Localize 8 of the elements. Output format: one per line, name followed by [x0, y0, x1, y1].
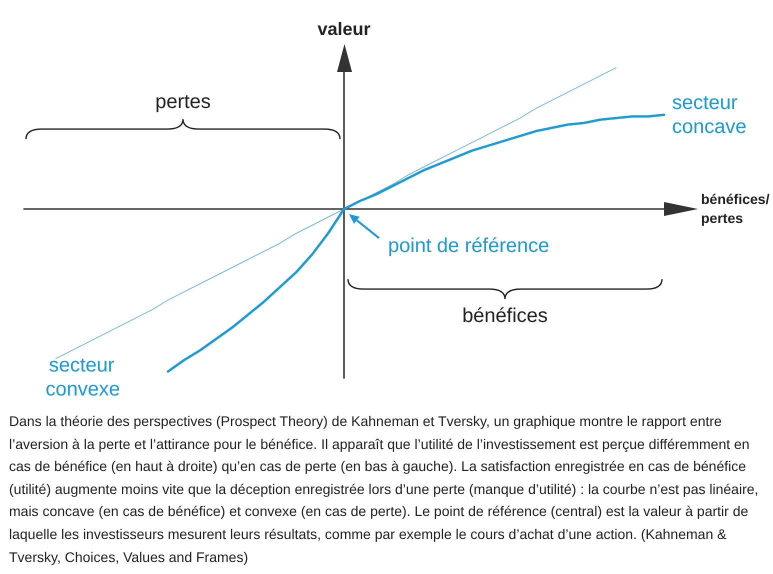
annotation: bénéfices — [462, 305, 548, 328]
y-axis-title: valeur — [317, 19, 371, 39]
x-axis-title: bénéfices/ pertes — [701, 190, 770, 228]
text: Dans la théorie des perspectives (Prospect Theory) de Kahneman et Tversky, un graphique montre le rapport entre l’aversion à la perte et l’attirance pour le bénéfice. Il apparaît que l’utilité de l’investissement est perçue différemment en cas de bénéfice (en haut à droite) qu’en cas de perte (en bas à gauche). La satisfaction enregistrée en cas de bénéfice (utilité) augmente moins vite que la déception enregistrée lors d’une perte (manque d’utilité) : la courbe n’est pas linéaire, mais concave (en cas de bénéfice) et convexe (en cas de perte). Le point de référence (central) est la valeur à partir de laquelle les investisseurs mesurent leurs résultats, comme par exemple le cours d’achat d’une action. (Kahneman & Tversky, Choices, Values and Frames) — [9, 412, 760, 567]
annotation: point de référence — [388, 235, 550, 258]
annotation: secteur convexe — [46, 354, 120, 401]
text: secteur concave — [672, 92, 746, 138]
annotation: pertes — [155, 91, 211, 114]
